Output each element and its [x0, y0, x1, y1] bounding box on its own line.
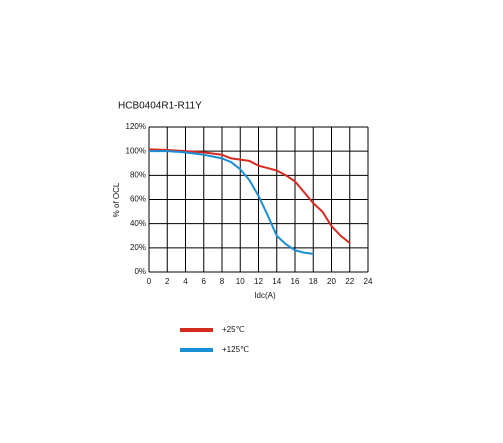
x-tick-label: 22: [345, 277, 354, 286]
series-line: [148, 148, 351, 244]
series-line: [149, 150, 314, 255]
x-tick-label: 24: [364, 277, 373, 286]
y-axis-label: % of OCL: [112, 182, 121, 217]
legend-label: +125℃: [222, 345, 249, 354]
x-tick-label: 4: [183, 277, 188, 286]
x-axis-label: Idc(A): [254, 291, 276, 300]
y-tick-label: 0%: [134, 267, 146, 276]
legend-label: +25℃: [222, 325, 245, 334]
x-tick-label: 0: [147, 277, 152, 286]
x-tick-label: 6: [202, 277, 207, 286]
x-tick-label: 10: [236, 277, 245, 286]
y-tick-label: 60%: [130, 195, 146, 204]
y-tick-label: 40%: [130, 219, 146, 228]
y-tick-label: 100%: [126, 146, 146, 155]
x-tick-label: 18: [309, 277, 318, 286]
y-tick-label: 120%: [126, 122, 146, 131]
y-tick-label: 20%: [130, 243, 146, 252]
x-tick-label: 14: [272, 277, 281, 286]
x-tick-label: 2: [165, 277, 170, 286]
x-tick-label: 8: [220, 277, 225, 286]
y-tick-label: 80%: [130, 170, 146, 179]
x-tick-label: 12: [254, 277, 263, 286]
x-tick-label: 16: [291, 277, 300, 286]
chart-title: HCB0404R1-R11Y: [118, 101, 202, 112]
x-tick-label: 20: [327, 277, 336, 286]
